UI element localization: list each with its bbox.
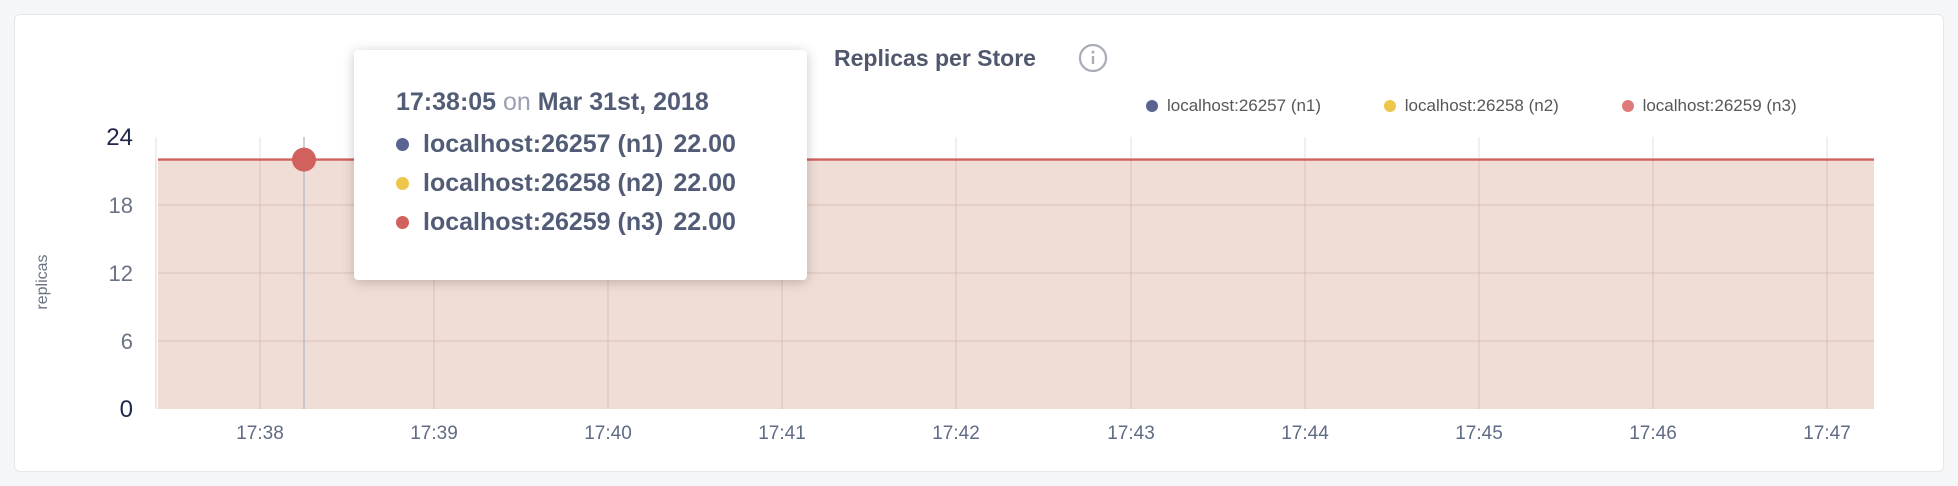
svg-text:6: 6 (121, 329, 133, 354)
svg-text:24: 24 (106, 124, 133, 151)
svg-text:18: 18 (109, 193, 133, 218)
svg-text:17:39: 17:39 (410, 423, 458, 444)
svg-text:17:45: 17:45 (1455, 423, 1503, 444)
svg-text:17:41: 17:41 (758, 423, 806, 444)
svg-text:17:40: 17:40 (584, 423, 632, 444)
svg-text:12: 12 (109, 261, 133, 286)
svg-text:17:42: 17:42 (932, 423, 980, 444)
svg-text:17:46: 17:46 (1629, 423, 1677, 444)
svg-text:17:38: 17:38 (236, 423, 284, 444)
svg-text:17:44: 17:44 (1281, 423, 1329, 444)
svg-text:17:47: 17:47 (1803, 423, 1851, 444)
svg-text:0: 0 (120, 396, 133, 423)
svg-text:17:43: 17:43 (1107, 423, 1155, 444)
